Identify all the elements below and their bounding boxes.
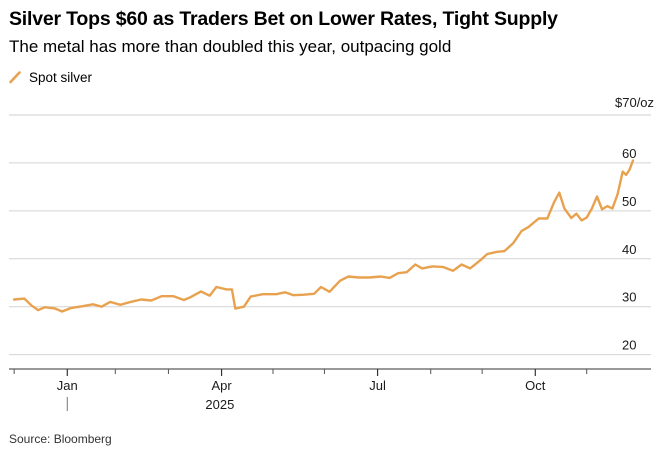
legend-swatch-spot-silver <box>9 71 21 84</box>
chart-title: Silver Tops $60 as Traders Bet on Lower … <box>9 8 558 30</box>
chart-subtitle: The metal has more than doubled this yea… <box>9 37 452 56</box>
legend: Spot silver <box>9 68 92 86</box>
x-tick-label-apr: Apr <box>211 378 232 393</box>
series-line-spot-silver <box>12 159 635 313</box>
x-year-label: 2025 <box>205 397 234 412</box>
x-tick-label-jul: Jul <box>369 378 386 393</box>
y-tick-label-40: 40 <box>622 242 636 257</box>
y-tick-label-30: 30 <box>622 290 636 305</box>
x-tick-label-jan: Jan <box>57 378 78 393</box>
legend-label-spot-silver: Spot silver <box>29 69 93 85</box>
x-tick-label-oct: Oct <box>525 378 546 393</box>
y-tick-label-50: 50 <box>622 194 636 209</box>
y-tick-label-20: 20 <box>622 338 636 353</box>
y-axis-label: $70/oz <box>615 95 654 110</box>
y-tick-label-60: 60 <box>622 146 636 161</box>
source-note: Source: Bloomberg <box>9 432 112 446</box>
